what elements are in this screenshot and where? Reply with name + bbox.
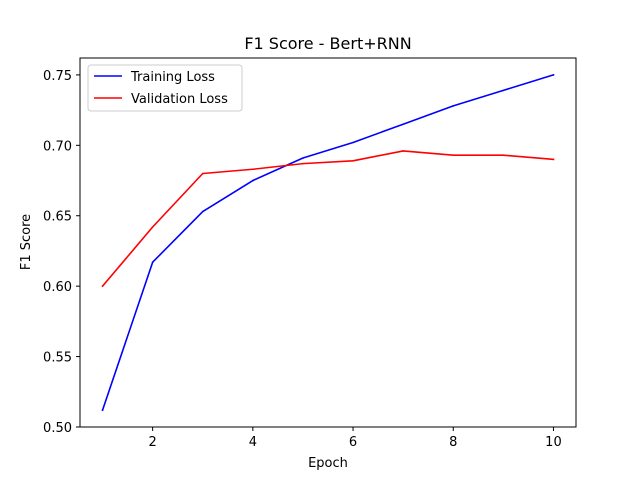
data-point — [151, 261, 154, 264]
x-axis-label: Epoch — [308, 456, 348, 471]
y-tick-label: 0.65 — [43, 210, 72, 225]
y-tick-label: 0.70 — [43, 139, 72, 154]
y-axis-label: F1 Score — [19, 214, 34, 270]
x-tick-label: 8 — [449, 435, 457, 450]
x-axis: 2 4 6 8 10 — [149, 427, 562, 450]
x-tick-label: 4 — [249, 435, 257, 450]
data-point — [151, 226, 154, 228]
data-point — [502, 154, 505, 156]
data-point — [252, 179, 254, 182]
series-line-training-loss — [101, 73, 555, 412]
data-point — [452, 154, 455, 156]
data-point — [201, 210, 204, 213]
y-tick-label: 0.55 — [43, 351, 72, 366]
series-line-validation-loss — [101, 150, 555, 288]
x-tick-label: 10 — [545, 435, 562, 450]
data-point — [302, 157, 304, 159]
data-point — [402, 123, 404, 125]
y-tick-label: 0.50 — [43, 421, 72, 436]
x-tick-label: 6 — [349, 435, 357, 450]
data-point — [352, 160, 354, 162]
data-point — [402, 150, 404, 152]
data-point — [552, 74, 555, 76]
data-point — [101, 285, 104, 287]
chart-title: F1 Score - Bert+RNN — [244, 34, 411, 53]
y-axis: 0.50 0.55 0.60 0.65 0.70 0.75 — [43, 69, 80, 436]
legend-label: Training Loss — [130, 70, 215, 85]
data-point — [552, 158, 555, 161]
plot-frame — [79, 57, 577, 428]
y-tick-label: 0.75 — [43, 69, 72, 84]
legend: Training Loss Validation Loss — [87, 64, 243, 112]
data-point — [302, 162, 304, 165]
data-point — [252, 168, 254, 171]
y-tick-label: 0.60 — [43, 280, 72, 295]
legend-box — [87, 64, 243, 112]
legend-label: Validation Loss — [131, 92, 228, 107]
x-tick-label: 2 — [149, 435, 157, 450]
data-point — [101, 409, 104, 411]
plot-area — [101, 73, 555, 412]
data-point — [352, 141, 354, 144]
data-point — [201, 172, 204, 175]
data-point — [452, 105, 455, 107]
data-point — [502, 89, 505, 92]
